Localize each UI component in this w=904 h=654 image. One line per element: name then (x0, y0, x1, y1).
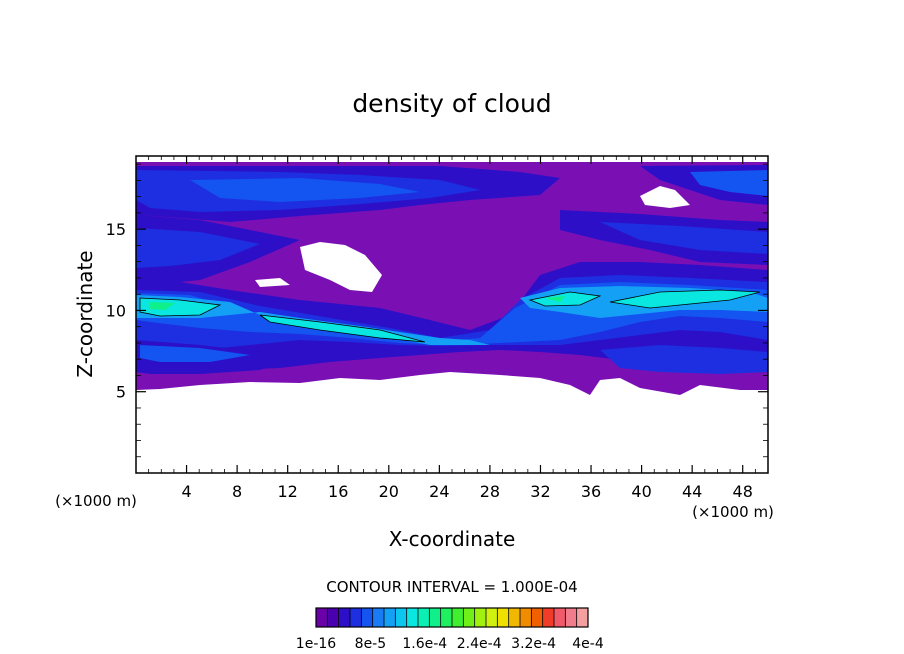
colorbar-swatch (520, 608, 532, 627)
colorbar-tick-label: 3.2e-4 (511, 636, 556, 652)
colorbar-swatch (576, 608, 589, 627)
colorbar-frame (315, 607, 589, 628)
colorbar-labels: 1e-16 8e-5 1.6e-4 2.4e-4 3.2e-4 4e-4 (296, 636, 604, 652)
contour-line-2 (259, 314, 426, 343)
y-tick-label: 10 (106, 301, 126, 320)
contour-region-right-2 (600, 222, 768, 254)
y-tick-label: 5 (116, 383, 126, 402)
x-unit-label: (×1000 m) (692, 503, 774, 521)
cloud-gap-2 (640, 186, 690, 208)
colorbar-swatch (406, 608, 419, 627)
contour-region-low-2 (600, 345, 768, 374)
colorbar-tick-label: 8e-5 (355, 636, 386, 652)
colorbar-swatch (429, 608, 441, 627)
contour-region-mid-6b (545, 296, 565, 302)
x-tick-label: 16 (328, 482, 348, 501)
y-axis-title: Z-coordinate (73, 250, 97, 377)
colorbar-swatch (418, 608, 430, 627)
x-tick-label: 36 (581, 482, 601, 501)
contour-region-mid-left-2 (136, 228, 260, 268)
contour-region-mid-4 (136, 295, 490, 345)
plot-area (136, 162, 768, 395)
colorbar-swatch (338, 608, 351, 627)
x-axis: 4 8 12 16 20 24 28 32 36 40 44 48 (148, 156, 756, 501)
chart-title: density of cloud (352, 89, 551, 118)
y-unit-label: (×1000 m) (55, 492, 137, 510)
colorbar-swatch (452, 608, 464, 627)
colorbar-swatch (350, 608, 362, 627)
cloud-gap-3 (255, 278, 290, 287)
colorbar-swatch (361, 608, 373, 627)
colorbar-swatch (395, 608, 407, 627)
colorbar-swatch (372, 608, 385, 627)
x-tick-label: 24 (429, 482, 449, 501)
colorbar-swatch (565, 608, 577, 627)
contour-region-low-3 (140, 345, 250, 362)
contour-region-mid-5b (260, 315, 425, 342)
y-axis: 5 10 15 (106, 163, 768, 458)
contour-line-1 (139, 297, 222, 317)
x-tick-label: 28 (480, 482, 500, 501)
colorbar-swatch (384, 608, 396, 627)
colorbar-swatch (554, 608, 566, 627)
colorbar-swatch (542, 608, 555, 627)
x-tick-label: 12 (278, 482, 298, 501)
x-tick-label: 32 (530, 482, 550, 501)
colorbar-tick-label: 1e-16 (296, 636, 336, 652)
contour-line-4 (609, 289, 761, 309)
y-tick-label: 15 (106, 220, 126, 239)
x-tick-label: 8 (232, 482, 242, 501)
colorbar-swatch (486, 608, 498, 627)
x-tick-label: 20 (379, 482, 399, 501)
contour-region-mid-5c (530, 292, 600, 306)
contour-line-3 (528, 291, 602, 307)
x-axis-title: X-coordinate (389, 527, 516, 551)
colorbar-swatch (508, 608, 521, 627)
colorbar-swatch (497, 608, 509, 627)
contour-region-mid-6 (150, 302, 175, 310)
cloud-gap-1 (300, 242, 382, 292)
x-tick-label: 48 (733, 482, 753, 501)
colorbar-tick-label: 2.4e-4 (457, 636, 502, 652)
colorbar-tick-label: 4e-4 (572, 636, 604, 652)
x-tick-label: 4 (181, 482, 191, 501)
colorbar-swatch (440, 608, 453, 627)
contour-region-upper-3 (190, 178, 420, 202)
x-tick-label: 40 (631, 482, 651, 501)
colorbar-swatch (327, 608, 339, 627)
contour-interval-text: CONTOUR INTERVAL = 1.000E-04 (326, 578, 577, 596)
contour-region-upper-right-2 (690, 170, 768, 196)
x-tick-label: 44 (682, 482, 702, 501)
colorbar-swatch (474, 608, 487, 627)
colorbar-tick-label: 1.6e-4 (402, 636, 447, 652)
colorbar-swatch (531, 608, 543, 627)
colorbar-swatch (316, 608, 328, 627)
colorbar (315, 607, 589, 628)
colorbar-swatch (463, 608, 475, 627)
